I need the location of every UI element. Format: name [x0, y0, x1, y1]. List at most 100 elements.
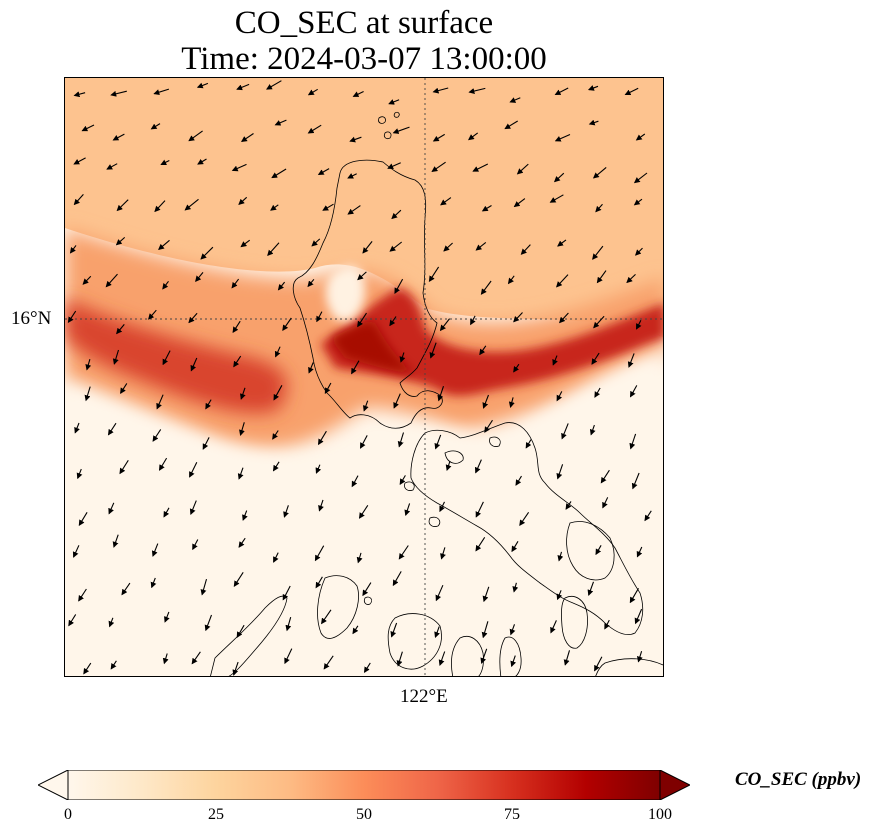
wind-arrow [637, 651, 643, 663]
wind-arrow [266, 80, 282, 90]
wind-arrow [631, 472, 640, 490]
colorbar-title: CO_SEC (ppbv) [735, 769, 862, 790]
wind-arrow [162, 653, 169, 665]
wind-arrow [108, 617, 115, 628]
wind-arrow [78, 588, 87, 602]
coastline-islet-8 [363, 596, 373, 605]
wind-arrow [439, 318, 451, 332]
wind-arrow [636, 320, 642, 330]
wind-arrow [443, 242, 453, 252]
colorbar-extend-low [38, 770, 69, 800]
wind-arrow [68, 614, 77, 627]
wind-arrow [519, 511, 530, 527]
wind-arrow [475, 537, 486, 552]
map-canvas [65, 78, 663, 676]
wind-arrow [398, 545, 409, 560]
wind-arrow [323, 655, 334, 670]
wind-arrow [357, 271, 367, 281]
wind-arrow [72, 545, 80, 558]
wind-arrow [164, 611, 170, 623]
wind-arrow [318, 499, 324, 512]
wind-arrow [307, 278, 315, 288]
wind-arrow [162, 350, 171, 366]
wind-arrow [231, 278, 240, 289]
wind-arrow [321, 609, 332, 625]
wind-arrow [238, 196, 248, 205]
wind-arrow [108, 502, 115, 515]
wind-arrow [438, 651, 446, 666]
wind-arrow [633, 198, 643, 206]
wind-arrow [589, 424, 596, 436]
wind-arrow [557, 239, 567, 247]
wind-arrow [602, 497, 609, 509]
wind-arrow [284, 648, 293, 665]
coastline-luzon-south [410, 422, 644, 635]
wind-arrow [163, 507, 170, 518]
wind-arrow [317, 430, 327, 446]
wind-arrow [115, 236, 126, 246]
wind-arrow [504, 120, 518, 130]
wind-arrow [595, 203, 603, 213]
wind-arrow [83, 662, 92, 675]
wind-arrow [549, 194, 564, 203]
wind-arrow [634, 608, 643, 625]
wind-arrow [556, 274, 569, 288]
wind-arrow [604, 619, 610, 630]
wind-arrow [152, 429, 162, 442]
wind-arrow [67, 310, 77, 324]
wind-arrow [557, 551, 564, 562]
wind-arrow [394, 278, 404, 294]
wind-arrow [630, 385, 638, 398]
wind-arrow [110, 660, 117, 670]
wind-arrow [470, 315, 476, 326]
wind-arrow [445, 460, 452, 471]
wind-arrow [238, 537, 246, 548]
wind-arrow [316, 311, 323, 323]
wind-arrow [513, 312, 523, 323]
wind-arrow [525, 439, 532, 449]
wind-arrow [188, 312, 198, 324]
wind-arrow [550, 620, 557, 634]
wind-arrow [154, 200, 166, 213]
wind-arrow [636, 546, 643, 558]
wind-arrow [202, 437, 210, 450]
wind-arrow [351, 475, 359, 488]
wind-arrow [437, 386, 445, 402]
wind-arrow [404, 503, 411, 517]
wind-arrow [552, 355, 558, 366]
wind-arrow [78, 512, 88, 527]
wind-arrow [507, 275, 515, 285]
colorbar-extend-high [659, 770, 690, 800]
wind-arrow [307, 88, 318, 96]
coastline-luzon-north [292, 159, 443, 429]
wind-arrow [153, 88, 170, 96]
wind-arrow [119, 460, 129, 475]
wind-arrow [196, 82, 209, 89]
wind-arrow [357, 312, 367, 328]
wind-arrow [232, 320, 241, 334]
wind-arrow [515, 475, 522, 486]
wind-arrow [73, 194, 84, 206]
wind-arrow [315, 576, 323, 589]
wind-arrow [553, 172, 565, 183]
wind-arrow [116, 199, 129, 212]
wind-arrow [432, 87, 449, 94]
wind-arrow [390, 622, 398, 638]
wind-arrow [627, 353, 635, 368]
wind-arrow [480, 648, 488, 665]
colorbar-tick-label: 0 [64, 806, 72, 823]
wind-arrow [162, 280, 169, 290]
wind-arrow [482, 586, 490, 603]
wind-arrow [587, 581, 595, 596]
field-northern-region [65, 78, 663, 338]
wind-arrow [434, 434, 442, 450]
wind-arrow [511, 541, 519, 553]
wind-arrow [475, 501, 484, 518]
coastline-islet-3 [393, 111, 400, 118]
wind-arrow [200, 578, 208, 596]
field-plume-max [330, 321, 415, 373]
wind-arrow [271, 168, 287, 179]
coastline-negros [451, 636, 484, 676]
colorbar-tick-label: 25 [208, 806, 224, 823]
wind-arrow [307, 124, 322, 134]
